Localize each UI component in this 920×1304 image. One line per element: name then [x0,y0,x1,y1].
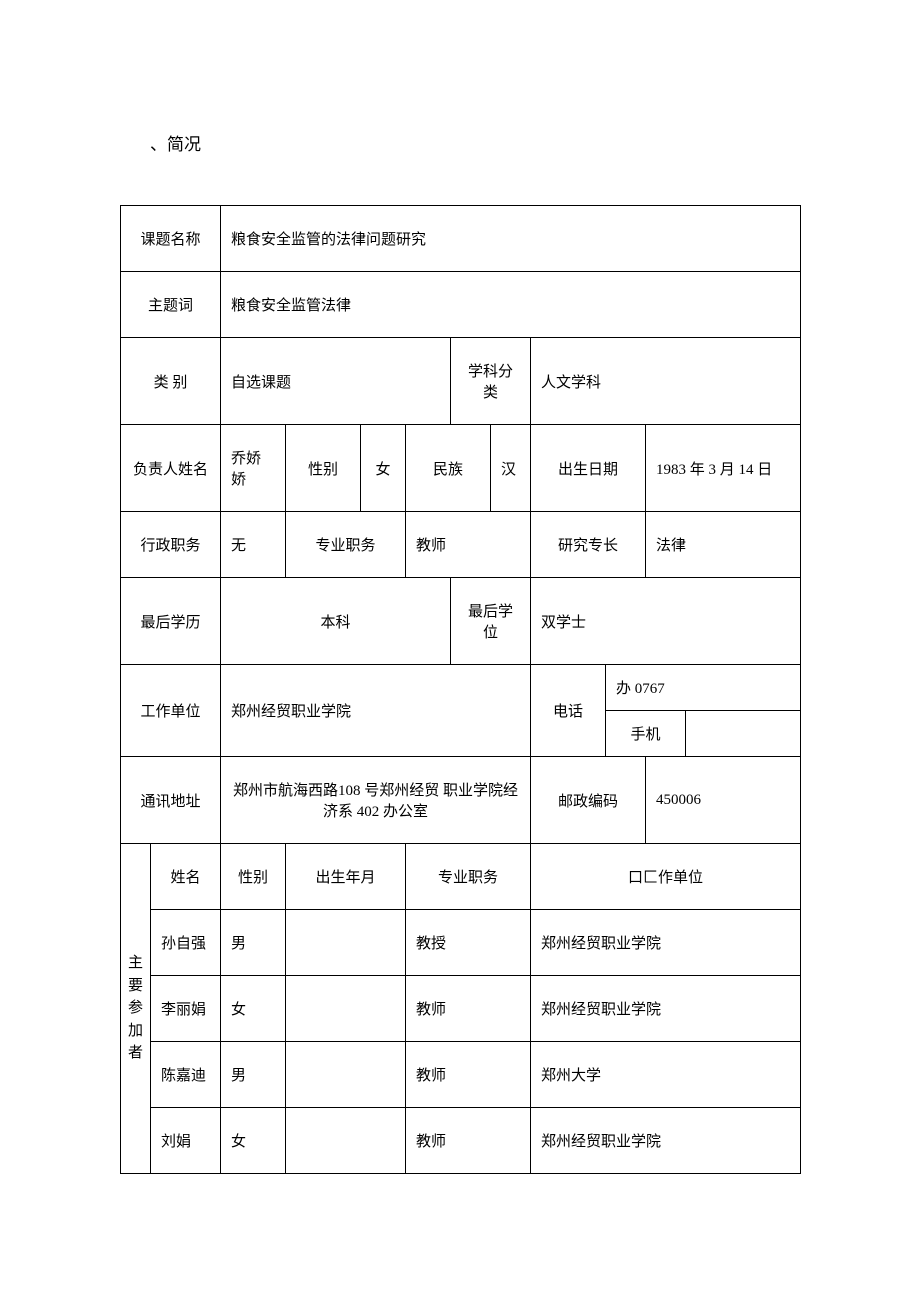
participant-unit: 郑州大学 [531,1042,801,1108]
row-keywords: 主题词 粮食安全监管法律 [121,272,801,338]
participant-row-2: 陈嘉迪 男 教师 郑州大学 [121,1042,801,1108]
participant-row-3: 刘娟 女 教师 郑州经贸职业学院 [121,1108,801,1174]
label-gender: 性别 [286,425,361,512]
value-phone-mobile [686,711,801,757]
value-category: 自选课题 [221,338,451,425]
participant-post: 教授 [406,910,531,976]
form-table: 课题名称 粮食安全监管的法律问题研究 主题词 粮食安全监管法律 类 别 自选课题… [120,205,801,1174]
label-leader-name: 负责人姓名 [121,425,221,512]
value-last-degree: 双学士 [531,578,801,665]
label-last-degree: 最后学位 [451,578,531,665]
value-pro-post: 教师 [406,512,531,578]
label-p-post: 专业职务 [406,844,531,910]
value-ethnicity: 汉 [491,425,531,512]
value-address: 郑州市航海西路108 号郑州经贸 职业学院经济系 402 办公室 [221,757,531,844]
label-ethnicity: 民族 [406,425,491,512]
value-topic: 粮食安全监管的法律问题研究 [221,206,801,272]
label-phone-office: 办 [616,681,631,697]
row-admin: 行政职务 无 专业职务 教师 研究专长 法律 [121,512,801,578]
value-postcode: 450006 [646,757,801,844]
label-participants: 主要参加者 [121,844,151,1174]
label-keywords: 主题词 [121,272,221,338]
label-category: 类 别 [121,338,221,425]
participant-row-0: 孙自强 男 教授 郑州经贸职业学院 [121,910,801,976]
participant-gender: 女 [221,1108,286,1174]
row-education: 最后学历 本科 最后学位 双学士 [121,578,801,665]
value-subject: 人文学科 [531,338,801,425]
participant-unit: 郑州经贸职业学院 [531,910,801,976]
value-admin-post: 无 [221,512,286,578]
row-work-unit-1: 工作单位 郑州经贸职业学院 电话 办 0767 [121,665,801,711]
label-p-gender: 性别 [221,844,286,910]
participant-gender: 男 [221,910,286,976]
value-last-edu: 本科 [221,578,451,665]
label-birth-date: 出生日期 [531,425,646,512]
value-keywords: 粮食安全监管法律 [221,272,801,338]
label-p-birth: 出生年月 [286,844,406,910]
participant-birth [286,1042,406,1108]
value-specialty: 法律 [646,512,801,578]
label-postcode: 邮政编码 [531,757,646,844]
value-leader-name: 乔娇娇 [221,425,286,512]
value-birth-date: 1983 年 3 月 14 日 [646,425,801,512]
participant-birth [286,976,406,1042]
section-heading: 、简况 [150,130,800,155]
participant-post: 教师 [406,1108,531,1174]
participant-post: 教师 [406,976,531,1042]
participant-birth [286,1108,406,1174]
participant-name: 陈嘉迪 [151,1042,221,1108]
value-gender: 女 [361,425,406,512]
label-subject: 学科分类 [451,338,531,425]
row-leader: 负责人姓名 乔娇娇 性别 女 民族 汉 出生日期 1983 年 3 月 14 日 [121,425,801,512]
participant-name: 孙自强 [151,910,221,976]
label-specialty: 研究专长 [531,512,646,578]
label-last-edu: 最后学历 [121,578,221,665]
participant-row-1: 李丽娟 女 教师 郑州经贸职业学院 [121,976,801,1042]
participant-birth [286,910,406,976]
participant-gender: 女 [221,976,286,1042]
label-phone: 电话 [531,665,606,757]
label-p-unit: 口匚作单位 [531,844,801,910]
value-work-unit: 郑州经贸职业学院 [221,665,531,757]
participant-post: 教师 [406,1042,531,1108]
row-topic: 课题名称 粮食安全监管的法律问题研究 [121,206,801,272]
participant-unit: 郑州经贸职业学院 [531,976,801,1042]
value-phone-office-num: 0767 [635,681,665,697]
value-phone-office: 办 0767 [606,665,801,711]
participant-name: 刘娟 [151,1108,221,1174]
label-work-unit: 工作单位 [121,665,221,757]
row-address: 通讯地址 郑州市航海西路108 号郑州经贸 职业学院经济系 402 办公室 邮政… [121,757,801,844]
label-admin-post: 行政职务 [121,512,221,578]
participant-unit: 郑州经贸职业学院 [531,1108,801,1174]
label-phone-mobile: 手机 [606,711,686,757]
participant-name: 李丽娟 [151,976,221,1042]
row-participants-header: 主要参加者 姓名 性别 出生年月 专业职务 口匚作单位 [121,844,801,910]
label-topic: 课题名称 [121,206,221,272]
label-pro-post: 专业职务 [286,512,406,578]
row-category: 类 别 自选课题 学科分类 人文学科 [121,338,801,425]
label-address: 通讯地址 [121,757,221,844]
label-p-name: 姓名 [151,844,221,910]
participant-gender: 男 [221,1042,286,1108]
